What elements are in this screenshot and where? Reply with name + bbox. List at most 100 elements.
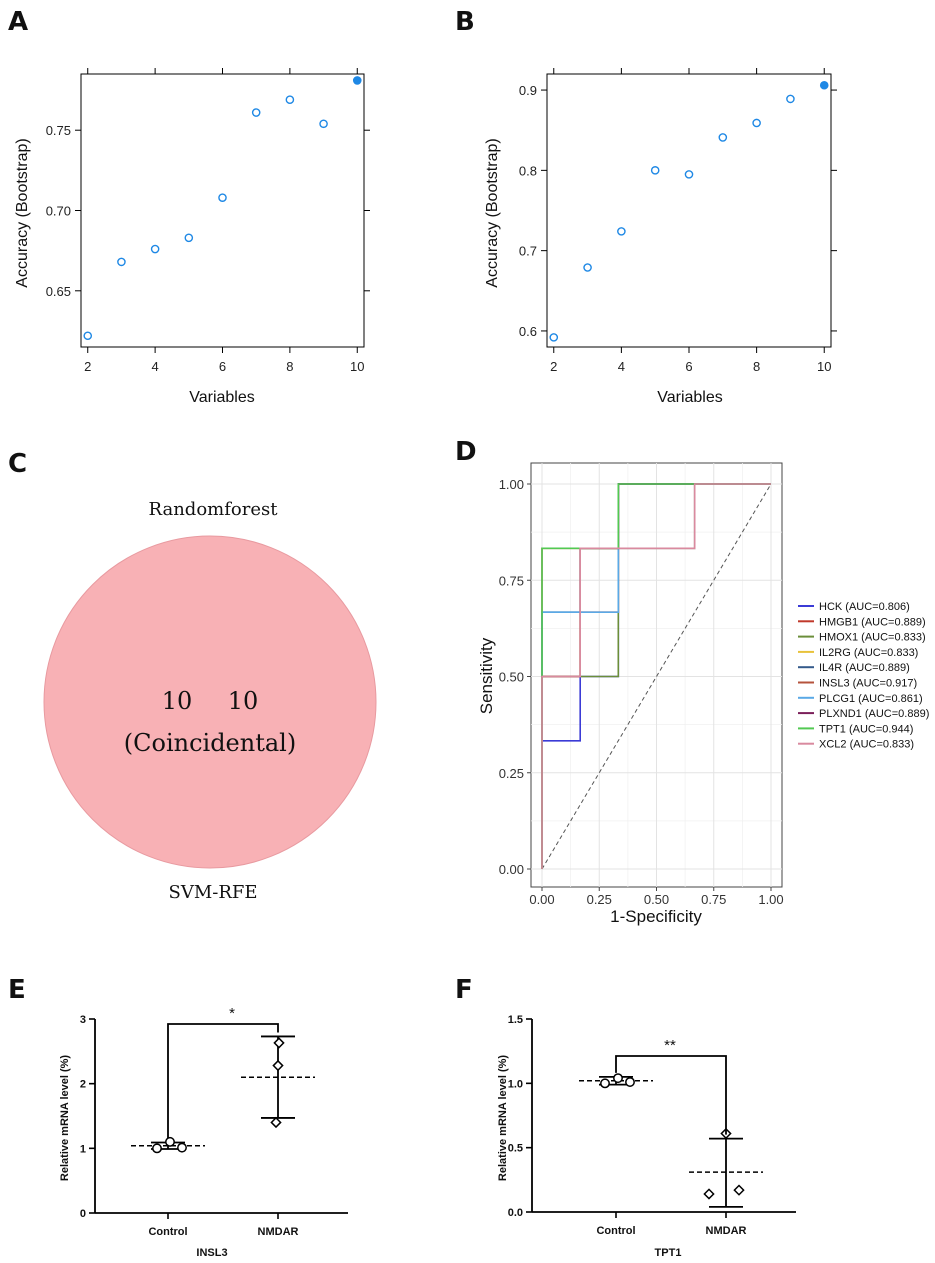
plot-frame bbox=[80, 73, 365, 348]
panel-a-xlabel: Variables bbox=[189, 389, 255, 406]
panel-a-accuracy-chart: Variables Accuracy (Bootstrap) 2 4 6 8 10 0.6… bbox=[14, 68, 370, 406]
diagonal-reference-line bbox=[541, 483, 772, 870]
data-point bbox=[786, 94, 795, 104]
legend-label: HMGB1 (AUC=0.889) bbox=[819, 616, 926, 628]
panel-f-tpt1-chart: Relative mRNA level (%) TPT1 0.0 0.5 1.0 1.… bbox=[497, 1014, 796, 1259]
data-point bbox=[319, 119, 328, 129]
panel-b-accuracy-chart: Variables Accuracy (Bootstrap) 2 4 6 8 10 0.6… bbox=[484, 68, 837, 406]
y-tick-label: 2 bbox=[80, 1079, 86, 1091]
selected-point bbox=[352, 76, 362, 85]
panel-c-venn-diagram: Randomforest 10 10 (Coincidental) SVM-RF… bbox=[43, 499, 377, 903]
x-tick-label: 10 bbox=[817, 359, 831, 374]
panel-f-ylabel: Relative mRNA level (%) bbox=[497, 1055, 509, 1181]
panel-label-b: B bbox=[455, 7, 475, 37]
y-tick-label: 0.8 bbox=[519, 163, 537, 178]
x-tick-label: 1.00 bbox=[758, 892, 783, 907]
data-point bbox=[218, 193, 227, 202]
panel-f-title: TPT1 bbox=[655, 1247, 682, 1259]
y-tick-label: 3 bbox=[80, 1014, 86, 1026]
panel-a-ylabel: Accuracy (Bootstrap) bbox=[14, 138, 31, 287]
nmdar-point bbox=[270, 1116, 282, 1129]
roc-curve-xcl2 bbox=[541, 483, 771, 869]
x-tick-label: 0.25 bbox=[587, 892, 612, 907]
x-tick-label: 10 bbox=[350, 359, 364, 374]
data-point bbox=[718, 133, 728, 142]
data-point bbox=[650, 166, 660, 175]
y-tick-label: 1.5 bbox=[508, 1014, 523, 1026]
significance-bracket bbox=[615, 1055, 727, 1135]
y-tick-label: 1 bbox=[80, 1143, 86, 1155]
x-tick-label: Control bbox=[596, 1225, 635, 1237]
y-tick-label: 0.25 bbox=[499, 766, 524, 781]
plot-frame bbox=[546, 73, 832, 348]
data-point bbox=[83, 331, 93, 341]
y-tick-label: 0 bbox=[80, 1208, 86, 1220]
panel-d-ylabel: Sensitivity bbox=[477, 637, 496, 714]
x-tick-label: 0.75 bbox=[701, 892, 726, 907]
legend-label: IL4R (AUC=0.889) bbox=[819, 662, 910, 674]
venn-top-label: Randomforest bbox=[149, 499, 279, 520]
panel-b-ylabel: Accuracy (Bootstrap) bbox=[484, 138, 501, 287]
selected-point bbox=[819, 80, 829, 90]
x-tick-label: 8 bbox=[753, 359, 760, 374]
nmdar-point bbox=[272, 1059, 284, 1072]
legend-label: INSL3 (AUC=0.917) bbox=[819, 678, 917, 690]
panel-b-xlabel: Variables bbox=[657, 389, 723, 406]
significance-marker: ** bbox=[664, 1037, 676, 1054]
legend-label: IL2RG (AUC=0.833) bbox=[819, 647, 918, 659]
nmdar-point bbox=[733, 1184, 745, 1196]
data-point bbox=[117, 257, 126, 267]
y-tick-label: 0.5 bbox=[508, 1143, 523, 1155]
panel-label-c: C bbox=[8, 449, 27, 479]
legend-label: PLCG1 (AUC=0.861) bbox=[819, 693, 923, 705]
x-tick-label: 2 bbox=[550, 359, 557, 374]
x-tick-label: Control bbox=[148, 1226, 187, 1238]
data-point bbox=[285, 95, 295, 104]
venn-count-svm-rfe: 10 bbox=[228, 687, 259, 715]
x-tick-label: 4 bbox=[152, 359, 159, 374]
data-point bbox=[150, 244, 160, 254]
data-point bbox=[684, 170, 694, 179]
control-point bbox=[177, 1142, 187, 1153]
panel-label-f: F bbox=[455, 975, 473, 1005]
y-tick-label: 0.75 bbox=[499, 573, 524, 588]
legend-label: XCL2 (AUC=0.833) bbox=[819, 739, 914, 751]
x-tick-label: 6 bbox=[685, 359, 692, 374]
x-tick-label: 4 bbox=[618, 359, 625, 374]
venn-coincidental-note: (Coincidental) bbox=[124, 729, 296, 757]
y-tick-label: 0.70 bbox=[46, 204, 71, 219]
y-tick-label: 0.75 bbox=[46, 123, 71, 138]
control-point bbox=[625, 1077, 635, 1087]
legend-label: TPT1 (AUC=0.944) bbox=[819, 723, 913, 735]
x-tick-label: NMDAR bbox=[706, 1225, 747, 1237]
data-point bbox=[251, 108, 261, 117]
panel-label-a: A bbox=[8, 7, 28, 37]
control-point bbox=[600, 1078, 610, 1089]
panel-e-insl3-chart: Relative mRNA level (%) INSL3 0 1 2 3 Contro… bbox=[59, 1005, 348, 1259]
nmdar-point bbox=[703, 1188, 715, 1200]
venn-circle bbox=[43, 535, 377, 869]
panel-label-d: D bbox=[455, 437, 477, 467]
y-tick-label: 0.7 bbox=[519, 244, 537, 259]
panel-d-xlabel: 1-Specificity bbox=[610, 907, 702, 926]
y-tick-label: 0.0 bbox=[508, 1207, 523, 1219]
x-tick-label: 2 bbox=[84, 359, 91, 374]
legend-label: HMOX1 (AUC=0.833) bbox=[819, 632, 926, 644]
legend-label: HCK (AUC=0.806) bbox=[819, 601, 910, 613]
y-tick-label: 0.6 bbox=[519, 324, 537, 339]
significance-bracket bbox=[167, 1023, 279, 1139]
panel-label-e: E bbox=[8, 975, 26, 1005]
venn-bottom-label: SVM-RFE bbox=[168, 882, 257, 903]
data-point bbox=[617, 227, 626, 236]
x-tick-label: NMDAR bbox=[258, 1226, 299, 1238]
y-tick-label: 0.9 bbox=[519, 83, 537, 98]
data-point bbox=[752, 118, 761, 128]
x-tick-label: 0.00 bbox=[529, 892, 554, 907]
y-tick-label: 1.0 bbox=[508, 1078, 523, 1090]
x-tick-label: 6 bbox=[219, 359, 226, 374]
legend-label: PLXND1 (AUC=0.889) bbox=[819, 708, 929, 720]
x-tick-label: 8 bbox=[286, 359, 293, 374]
nmdar-point bbox=[273, 1037, 285, 1049]
venn-count-randomforest: 10 bbox=[162, 687, 193, 715]
panel-e-title: INSL3 bbox=[196, 1247, 227, 1259]
